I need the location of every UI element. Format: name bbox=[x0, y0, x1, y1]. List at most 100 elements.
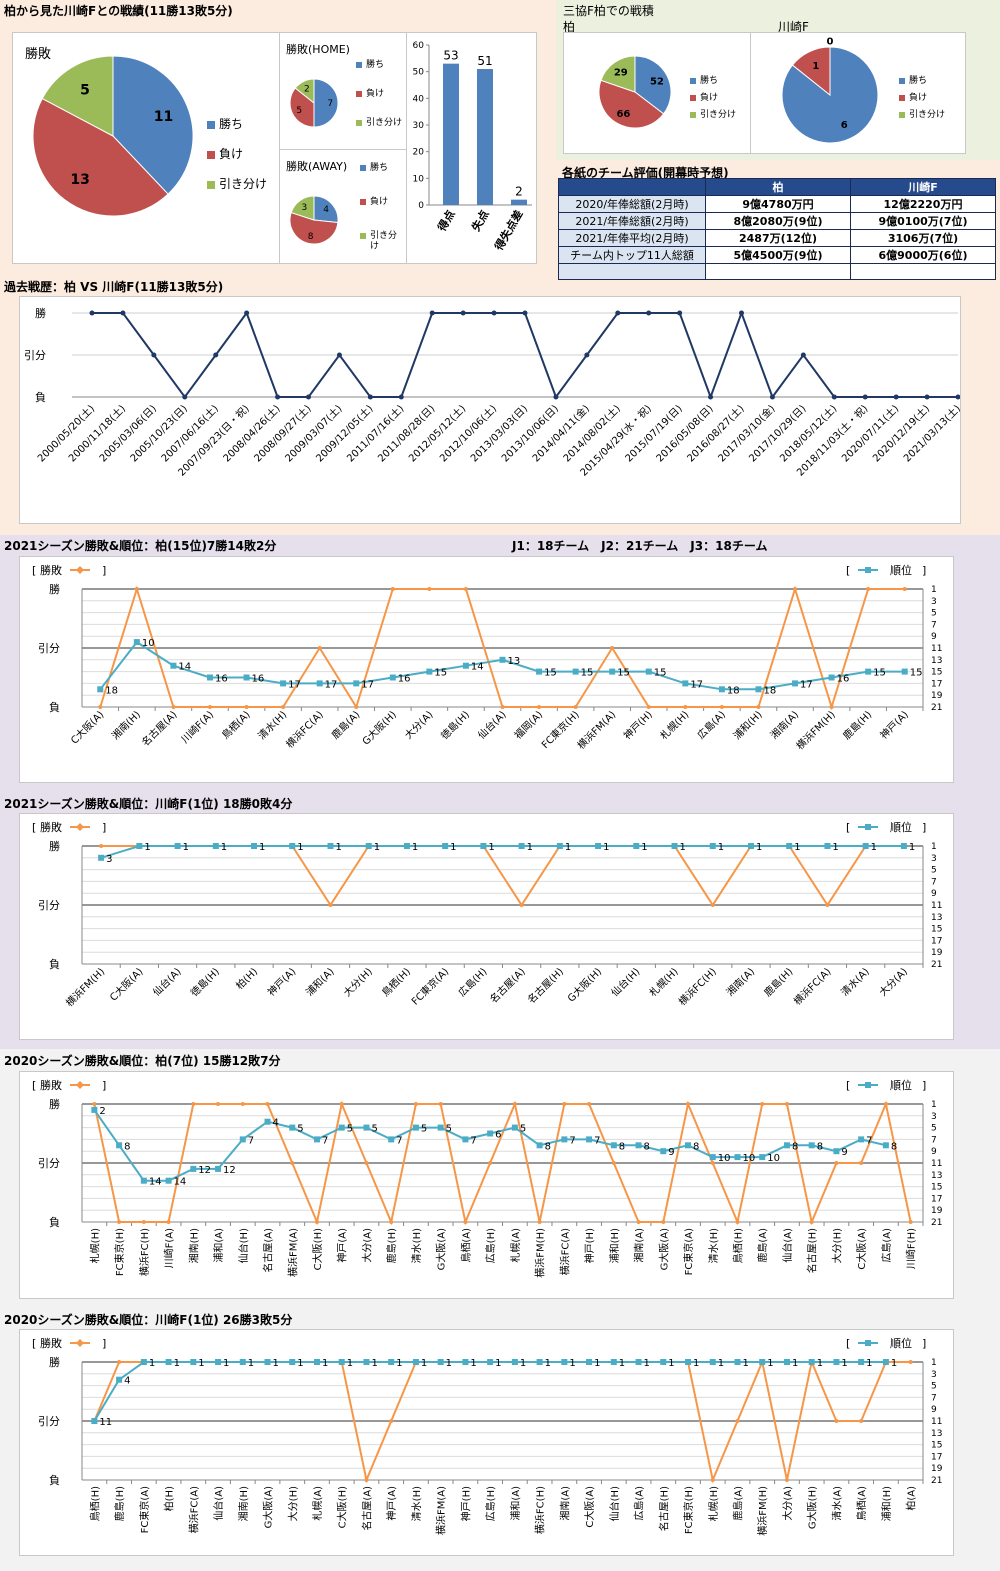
result-point bbox=[710, 1161, 715, 1165]
h2h-point bbox=[120, 310, 126, 316]
rank-point bbox=[783, 1142, 790, 1149]
result-point bbox=[760, 1102, 765, 1106]
rank-point bbox=[426, 668, 433, 675]
eval-kashiwa-value: 8億2080万(9位) bbox=[705, 212, 851, 230]
legend-marker bbox=[865, 1340, 871, 1346]
rank-data-label: 5 bbox=[297, 1124, 303, 1135]
x-tick-label: 名古屋(H) bbox=[806, 1228, 819, 1273]
pie-data-label: 1 bbox=[812, 61, 819, 72]
y-tick-label: 20 bbox=[413, 148, 425, 158]
kashiwa-2020-title: 2020シーズン勝敗&順位：柏(7位) 15勝12敗7分 bbox=[4, 1054, 281, 1068]
kawasaki-home-pie-panel: 6 1 0 勝ち 負け 引き分け bbox=[750, 32, 966, 154]
y-tick-label: 負 bbox=[49, 958, 60, 971]
kashiwa-2021-title: 2021シーズン勝敗&順位：柏(15位)7勝14敗2分 bbox=[4, 539, 277, 553]
x-tick-label: FC東京(A) bbox=[682, 1228, 695, 1275]
result-point bbox=[92, 1102, 97, 1106]
rank-point bbox=[170, 662, 177, 669]
rank-point bbox=[808, 1359, 815, 1365]
rank-data-label: 1 bbox=[396, 1358, 402, 1369]
h2h-point bbox=[336, 352, 342, 358]
rank-point bbox=[556, 843, 563, 849]
rank-point bbox=[91, 1106, 98, 1113]
pie-title: 勝敗 bbox=[25, 47, 52, 62]
legend-bracket: ] bbox=[922, 1079, 926, 1092]
pie-slice bbox=[32, 97, 169, 217]
y-tick-label: 負 bbox=[49, 1474, 60, 1487]
result-point bbox=[117, 1220, 122, 1224]
x-tick-label: 仙台(A) bbox=[781, 1228, 794, 1263]
legend-bracket: ] bbox=[922, 564, 926, 577]
result-point bbox=[825, 903, 830, 907]
result-point bbox=[117, 1360, 122, 1364]
h2h-point bbox=[893, 394, 899, 400]
rank-tick-label: 7 bbox=[931, 1393, 937, 1403]
rank-point bbox=[264, 1359, 271, 1365]
x-tick-label: 2013/03/03(日) bbox=[469, 403, 530, 464]
result-point bbox=[859, 1419, 864, 1423]
rank-tick-label: 3 bbox=[931, 1370, 937, 1380]
rank-data-label: 3 bbox=[106, 854, 112, 865]
kashiwa-home-pie-panel: 52 66 29 勝ち 負け 引き分け bbox=[563, 32, 751, 154]
legend-label: 勝ち bbox=[909, 74, 927, 86]
x-tick-label: 2011/08/28(日) bbox=[376, 403, 437, 464]
eval-header-kashiwa: 柏 bbox=[705, 178, 851, 196]
pie-slice bbox=[41, 55, 114, 137]
rank-data-label: 1 bbox=[347, 1358, 353, 1369]
result-point bbox=[710, 1478, 715, 1482]
result-point bbox=[866, 587, 871, 591]
pie-data-label: 8 bbox=[308, 232, 314, 242]
result-point bbox=[537, 1220, 542, 1224]
rank-data-label: 1 bbox=[273, 1358, 279, 1369]
h2h-history-chart: 勝引分負2000/05/20(土)2000/11/18(土)2005/03/06… bbox=[24, 306, 960, 479]
x-tick-label: 徳島(H) bbox=[188, 965, 222, 999]
legend-marker bbox=[865, 824, 871, 830]
rank-tick-label: 13 bbox=[931, 656, 942, 666]
rank-tick-label: 19 bbox=[931, 691, 943, 701]
x-tick-label: 大分(H) bbox=[830, 1228, 843, 1263]
h2h-point bbox=[275, 394, 281, 400]
x-tick-label: 横浜FC(H) bbox=[676, 965, 719, 1008]
rank-data-label: 1 bbox=[619, 1358, 625, 1369]
rank-point bbox=[190, 1359, 197, 1365]
rank-point bbox=[734, 1359, 741, 1365]
legend-bracket: ] bbox=[102, 821, 106, 834]
rank-point bbox=[536, 668, 543, 675]
legend-bracket: [ bbox=[846, 821, 850, 834]
rank-point bbox=[882, 1359, 889, 1365]
rank-point bbox=[511, 1124, 518, 1131]
rank-point bbox=[900, 843, 907, 849]
rank-point bbox=[536, 1359, 543, 1365]
legend-bracket: ] bbox=[922, 821, 926, 834]
rank-point bbox=[206, 674, 213, 681]
result-point bbox=[735, 1220, 740, 1224]
y-tick-label: 勝 bbox=[49, 839, 60, 853]
rank-tick-label: 1 bbox=[931, 585, 937, 595]
rank-point bbox=[462, 1136, 469, 1143]
h2h-point bbox=[800, 352, 806, 358]
rank-data-label: 7 bbox=[470, 1135, 476, 1146]
h2h-point bbox=[924, 394, 930, 400]
x-tick-label: 大分(A) bbox=[781, 1486, 794, 1521]
legend-swatch bbox=[899, 95, 905, 101]
x-tick-label: 神戸(A) bbox=[336, 1228, 349, 1263]
rank-data-label: 5 bbox=[520, 1124, 526, 1135]
rank-data-label: 1 bbox=[421, 1358, 427, 1369]
rank-data-label: 13 bbox=[508, 656, 521, 667]
result-point bbox=[809, 1220, 814, 1224]
rank-data-label: 8 bbox=[124, 1141, 130, 1152]
result-point bbox=[438, 1102, 443, 1106]
pie-slice bbox=[313, 78, 339, 128]
x-tick-label: 横浜FM(H) bbox=[534, 1228, 547, 1278]
rank-data-label: 1 bbox=[322, 1358, 328, 1369]
rank-tick-label: 11 bbox=[931, 1417, 942, 1427]
rank-point bbox=[487, 1359, 494, 1365]
h2h-point bbox=[553, 394, 559, 400]
rank-tick-label: 17 bbox=[931, 1194, 942, 1204]
y-tick-label: 負 bbox=[49, 1216, 60, 1229]
legend-label: 引き分 bbox=[370, 230, 397, 241]
pie-slice bbox=[112, 55, 194, 195]
rank-point bbox=[858, 1359, 865, 1365]
bar-data-label: 53 bbox=[443, 49, 458, 63]
result-point bbox=[171, 705, 176, 709]
rank-point bbox=[685, 1359, 692, 1365]
